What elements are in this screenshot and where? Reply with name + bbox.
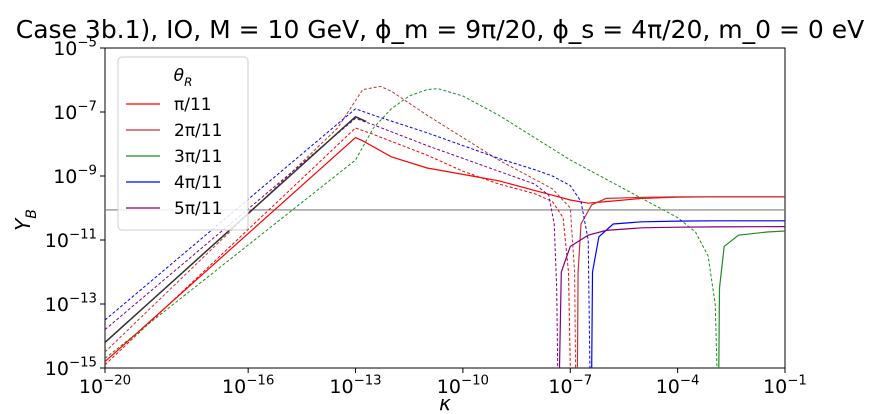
series-dashed-3 [105,88,718,368]
x-tick-label: 10−10 [437,373,489,398]
x-tick-label: 10−13 [329,373,381,398]
legend-box [117,56,249,231]
series-solid-4 [591,220,785,368]
x-axis: 10−20 10−16 10−13 10−10 10−7 10−4 10−1 [79,368,807,398]
series-dashed-4 [105,108,591,368]
chart-title: Case 3b.1), IO, M = 10 GeV, ϕ_m = 9π/20,… [16,15,864,44]
x-tick-label: 10−20 [79,373,131,398]
x-axis-label: κ [439,391,451,414]
series-solid-5 [558,226,785,368]
x-tick-label: 10−4 [656,373,700,398]
legend-label-1: π/11 [174,95,212,115]
series-dashed-5 [105,117,559,368]
black-curve [105,115,367,343]
series-dashed-1 [105,127,571,368]
x-tick-label: 10−7 [548,373,592,398]
legend-label-5: 5π/11 [174,199,222,219]
y-tick-label: 10−5 [53,35,97,60]
series-solid-2 [576,196,785,368]
y-axis-label: YB [11,209,40,231]
legend: θR π/11 2π/11 3π/11 4π/11 5π/11 [117,56,249,231]
y-tick-label: 10−9 [53,163,97,188]
y-tick-label: 10−11 [45,227,97,252]
y-tick-label: 10−7 [53,99,97,124]
x-tick-label: 10−1 [763,373,807,398]
legend-title: θR [174,66,193,89]
series-solid-3 [718,230,785,368]
legend-label-2: 2π/11 [174,121,222,141]
y-tick-label: 10−13 [45,291,97,316]
y-tick-label: 10−15 [45,355,97,380]
legend-label-3: 3π/11 [174,147,222,167]
x-tick-label: 10−16 [222,373,274,398]
legend-label-4: 4π/11 [174,173,222,193]
y-axis: 10−15 10−13 10−11 10−9 10−7 10−5 [45,35,105,380]
